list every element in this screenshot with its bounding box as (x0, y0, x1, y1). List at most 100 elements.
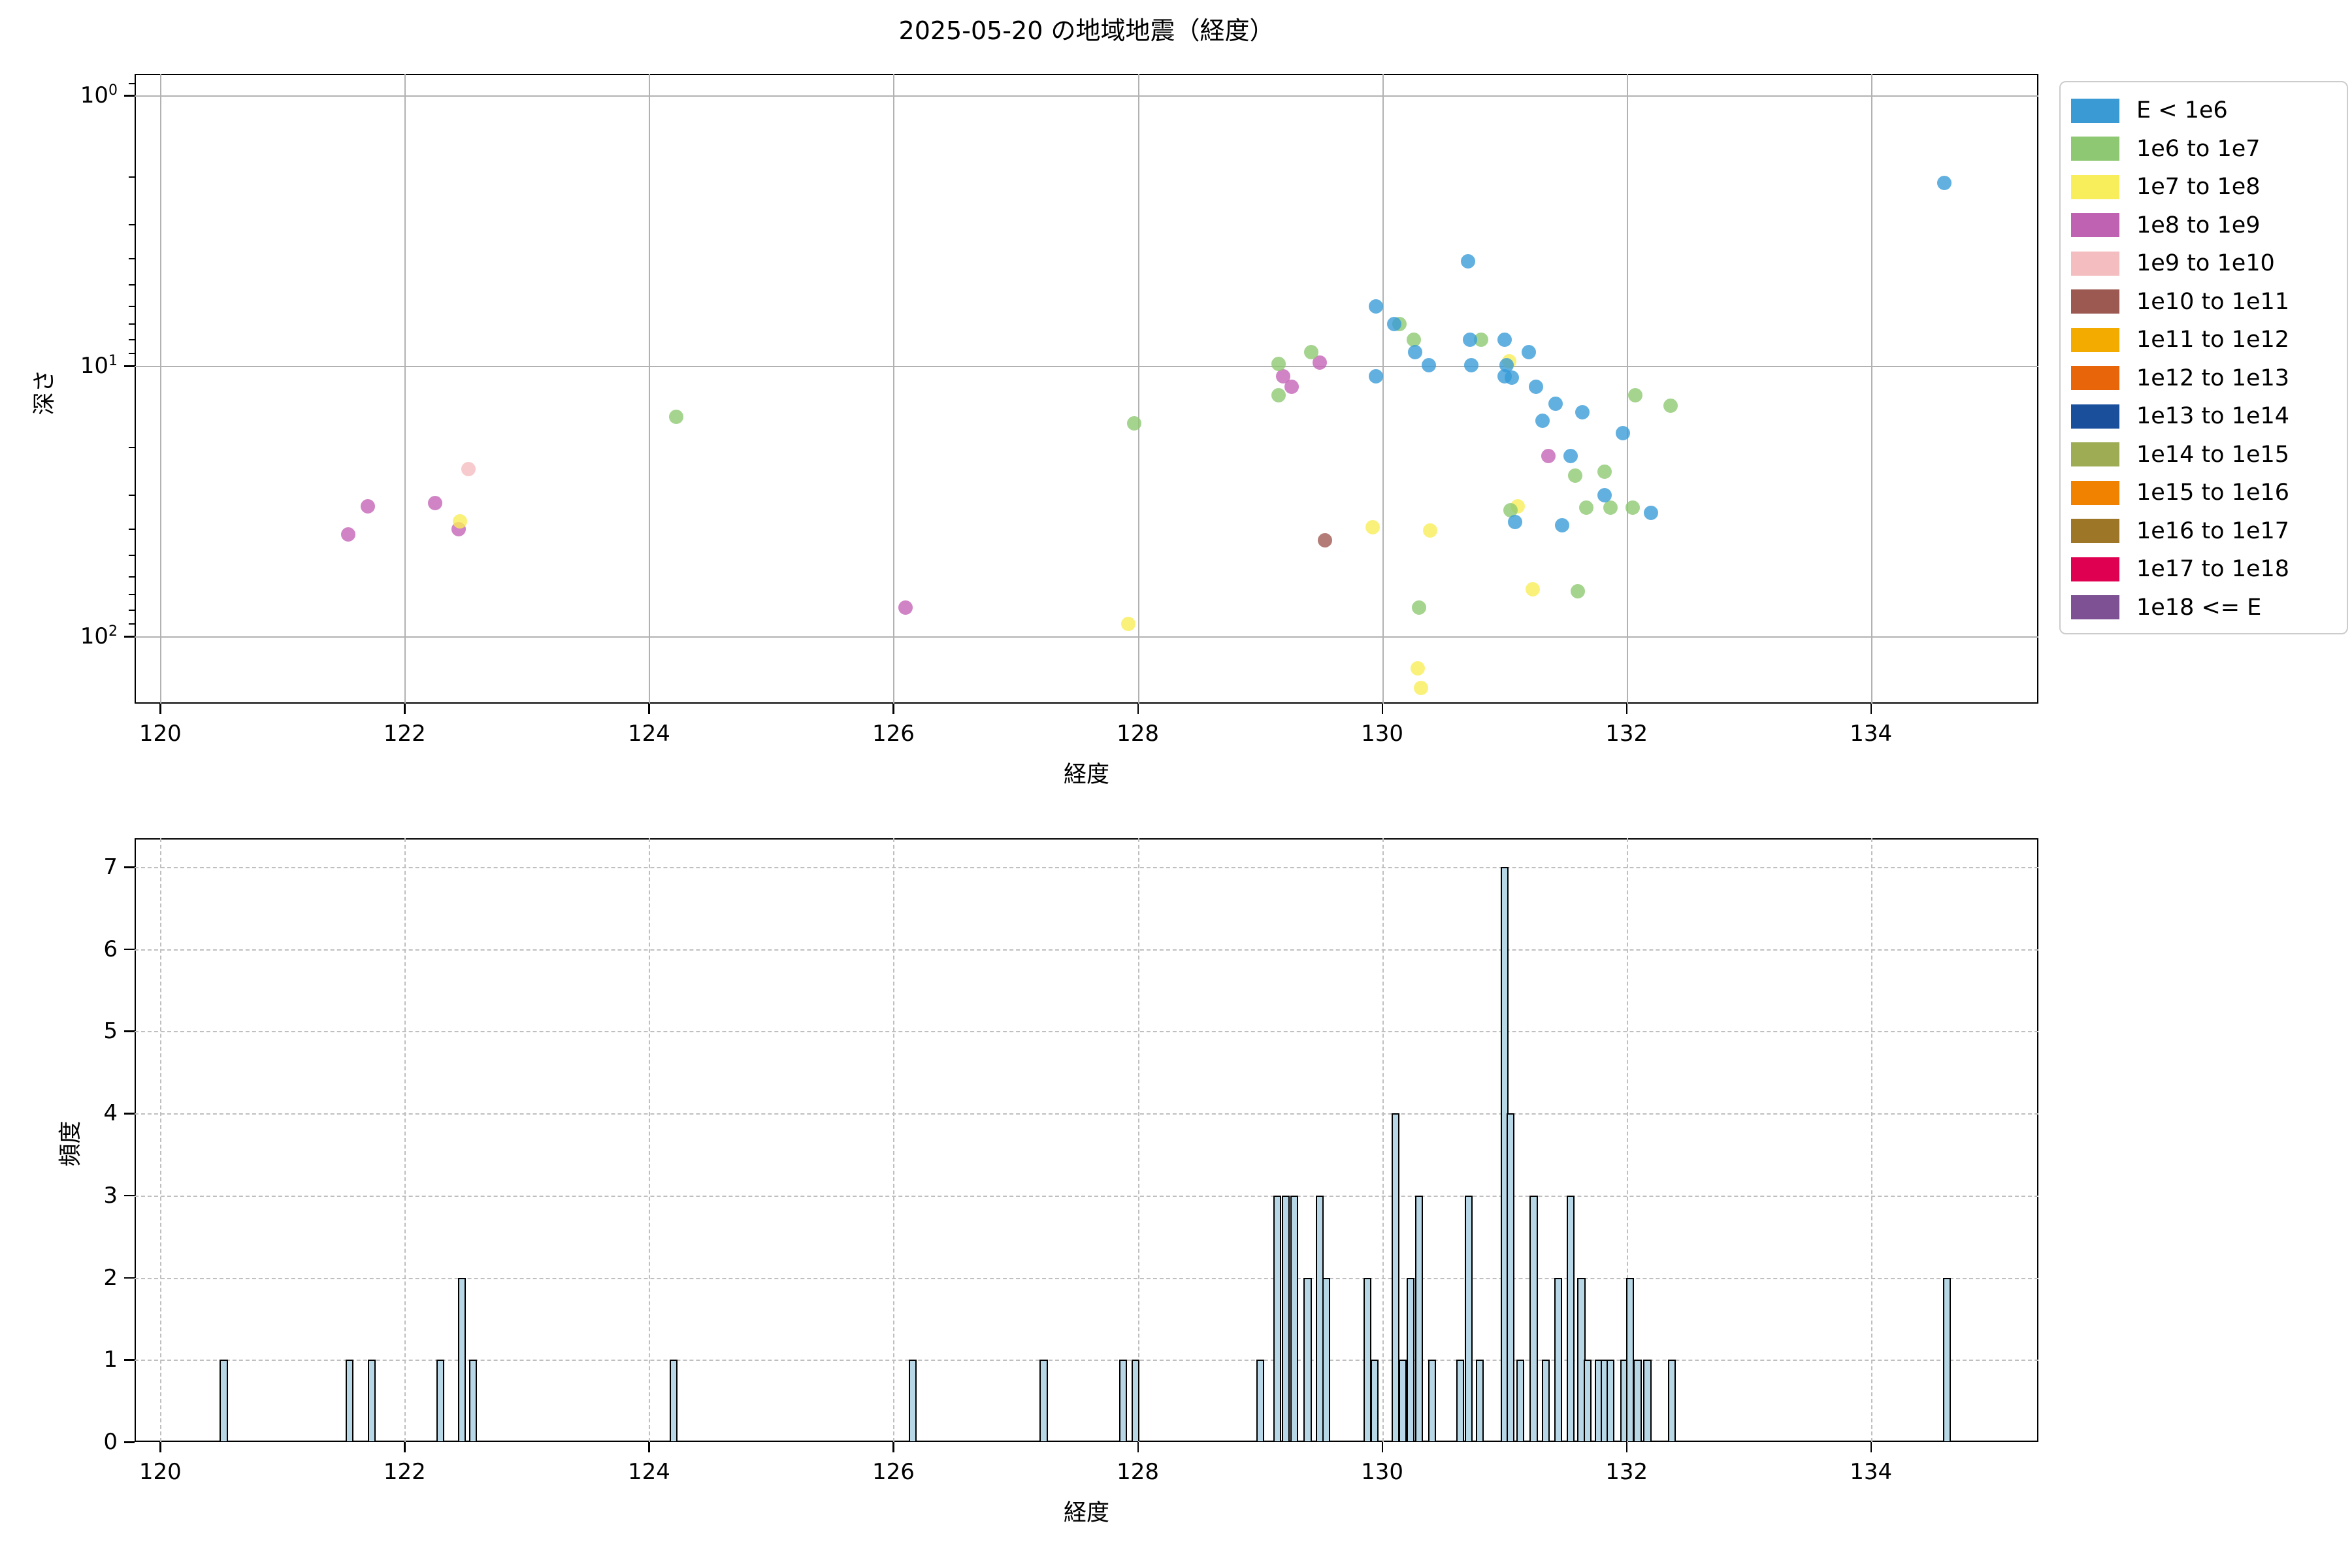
scatter-point (1504, 370, 1519, 385)
hist-xtick (1137, 1442, 1139, 1452)
scatter-point (1625, 500, 1641, 515)
hist-xtick-label: 120 (139, 1459, 182, 1485)
hist-ytick-label: 6 (103, 936, 118, 962)
hist-bar (1290, 1195, 1299, 1441)
legend-swatch-icon (2071, 557, 2119, 581)
hist-bar (1131, 1360, 1139, 1441)
scatter-point (1422, 523, 1437, 538)
scatter-ytick-minor (129, 323, 135, 325)
scatter-xtick (892, 704, 894, 714)
scatter-xtick-label: 126 (872, 721, 915, 747)
hist-xtick-label: 132 (1605, 1459, 1648, 1485)
scatter-point (1616, 426, 1631, 441)
hist-bar (1542, 1360, 1550, 1441)
hist-xtick-label: 124 (627, 1459, 670, 1485)
scatter-point (1597, 487, 1612, 502)
hist-bar (1583, 1360, 1592, 1441)
hist-bar (1406, 1277, 1414, 1441)
legend-entry: E < 1e6 (2071, 91, 2334, 130)
hist-bar (1577, 1277, 1586, 1441)
scatter-point (1463, 333, 1478, 348)
hist-bar (1667, 1360, 1676, 1441)
scatter-ytick-minor (129, 494, 135, 496)
hist-bar (1465, 1195, 1473, 1441)
scatter-point (1578, 500, 1593, 515)
legend-entry: 1e12 to 1e13 (2071, 359, 2334, 398)
hist-xtick-label: 134 (1850, 1459, 1893, 1485)
scatter-xtick-label: 130 (1361, 721, 1404, 747)
legend-entry: 1e14 to 1e15 (2071, 436, 2334, 474)
legend-swatch-icon (2071, 442, 2119, 467)
hist-bar (1607, 1360, 1615, 1441)
legend-swatch-icon (2071, 213, 2119, 238)
scatter-xaxis-title: 経度 (1064, 762, 1110, 788)
scatter-point (1663, 398, 1678, 413)
scatter-ytick (124, 636, 135, 638)
hist-ytick-label: 5 (103, 1018, 118, 1045)
scatter-ytick (124, 365, 135, 367)
scatter-ytick-label: 101 (80, 353, 118, 380)
scatter-point (1570, 584, 1585, 599)
legend-label: 1e16 to 1e17 (2136, 517, 2290, 544)
scatter-point (1411, 600, 1426, 615)
hist-bar (1256, 1360, 1264, 1441)
hist-bar (1476, 1360, 1484, 1441)
hist-bar (1506, 1113, 1515, 1441)
scatter-point (1535, 413, 1550, 428)
legend-label: E < 1e6 (2136, 97, 2228, 124)
legend-label: 1e18 <= E (2136, 594, 2262, 621)
legend-entry: 1e15 to 1e16 (2071, 474, 2334, 512)
scatter-point (1317, 532, 1332, 547)
scatter-ytick-label: 100 (80, 82, 118, 109)
legend-swatch-icon (2071, 251, 2119, 276)
hist-bar (1516, 1360, 1525, 1441)
hist-bar (1942, 1277, 1951, 1441)
hist-ytick-label: 7 (103, 854, 118, 880)
hist-ytick-label: 3 (103, 1182, 118, 1209)
hist-bar (436, 1360, 444, 1441)
scatter-point (668, 410, 683, 425)
scatter-ytick-minor (129, 257, 135, 259)
scatter-point (1575, 404, 1590, 419)
legend-swatch-icon (2071, 519, 2119, 544)
legend-entry: 1e6 to 1e7 (2071, 130, 2334, 169)
scatter-point (1387, 317, 1402, 332)
hist-bar (1414, 1195, 1423, 1441)
hist-xtick (404, 1442, 406, 1452)
scatter-point (1936, 175, 1952, 190)
hist-bar (1633, 1360, 1642, 1441)
scatter-xtick (1870, 704, 1872, 714)
hist-bar (1322, 1277, 1330, 1441)
legend-entry: 1e8 to 1e9 (2071, 206, 2334, 245)
scatter-plot (135, 74, 2038, 704)
hist-bar (1281, 1195, 1290, 1441)
hist-xtick (1870, 1442, 1872, 1452)
hist-bar (469, 1360, 478, 1441)
scatter-ytick-minor (129, 339, 135, 341)
scatter-xtick-label: 132 (1605, 721, 1648, 747)
scatter-yaxis-title: 深さ (31, 369, 58, 416)
hist-bar (1119, 1360, 1128, 1441)
hist-bar (1039, 1360, 1048, 1441)
scatter-point (1522, 345, 1537, 360)
scatter-ytick-minor (129, 528, 135, 530)
hist-ytick (124, 948, 135, 951)
hist-xtick-label: 122 (383, 1459, 426, 1485)
hist-ytick-label: 1 (103, 1347, 118, 1373)
legend-swatch-icon (2071, 98, 2119, 123)
legend-label: 1e13 to 1e14 (2136, 403, 2290, 430)
scatter-ytick-minor (129, 82, 135, 84)
hist-ytick-label: 0 (103, 1429, 118, 1455)
scatter-point (898, 600, 913, 615)
scatter-point (1497, 333, 1512, 348)
scatter-point (1529, 379, 1544, 394)
hist-bar (1456, 1360, 1465, 1441)
legend-entry: 1e17 to 1e18 (2071, 550, 2334, 589)
legend-label: 1e10 to 1e11 (2136, 288, 2290, 315)
scatter-ytick-minor (129, 594, 135, 596)
scatter-point (1460, 254, 1475, 269)
hist-xtick-label: 130 (1361, 1459, 1404, 1485)
hist-xtick (1625, 1442, 1628, 1452)
hist-bar (1529, 1195, 1538, 1441)
scatter-xtick (648, 704, 650, 714)
